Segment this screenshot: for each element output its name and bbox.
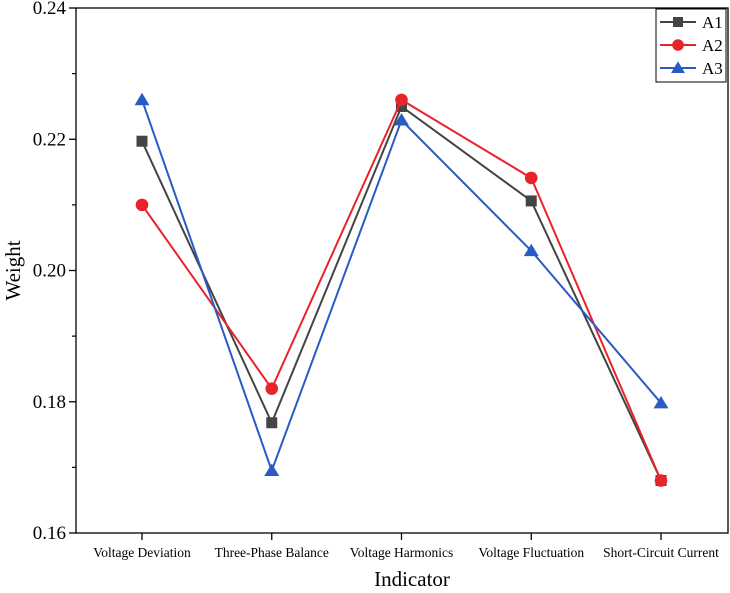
data-point-a2 — [265, 382, 279, 395]
x-tick-label: Voltage Harmonics — [350, 545, 454, 560]
data-point-a1 — [136, 135, 148, 147]
legend-marker-a2 — [672, 39, 684, 51]
x-tick-label: Short-Circuit Current — [603, 545, 719, 560]
data-point-a2 — [395, 93, 408, 107]
x-axis-label: Indicator — [374, 567, 450, 591]
data-point-a2 — [135, 198, 149, 212]
data-point-a3 — [523, 243, 539, 257]
data-point-a3 — [134, 92, 150, 106]
y-tick-label: 0.16 — [33, 523, 66, 544]
x-tick-label: Voltage Fluctuation — [478, 545, 584, 560]
series-line-a3 — [141, 99, 662, 474]
data-point-a2 — [654, 474, 668, 487]
data-point-a1 — [525, 195, 537, 207]
y-tick-label: 0.22 — [33, 129, 66, 150]
legend-label-a1: A1 — [702, 13, 723, 32]
legend-marker-a3 — [671, 61, 685, 73]
legend-label-a3: A3 — [702, 59, 723, 78]
y-tick-label: 0.20 — [33, 261, 66, 282]
data-point-a3 — [653, 395, 669, 409]
y-tick-label: 0.24 — [33, 0, 67, 19]
axes: 0.16 0.18 0.20 0.22 0.24 Voltage Deviation Thr… — [33, 0, 729, 560]
series-a3 — [134, 92, 669, 476]
y-axis-label: Weight — [1, 240, 25, 300]
legend-label-a2: A2 — [702, 36, 723, 55]
series-line-a2 — [141, 98, 662, 481]
series-layer — [134, 92, 669, 487]
x-tick-label: Three-Phase Balance — [215, 545, 329, 560]
plot-frame — [75, 7, 729, 534]
data-point-a3 — [264, 463, 280, 476]
x-tick-label: Voltage Deviation — [93, 545, 191, 560]
series-a2 — [135, 93, 668, 487]
data-point-a2 — [524, 171, 538, 185]
legend: A1 A2 A3 — [655, 8, 727, 83]
y-tick-label: 0.18 — [33, 392, 66, 413]
series-line-a1 — [141, 104, 662, 481]
series-a1 — [136, 100, 667, 486]
data-point-a1 — [396, 100, 407, 112]
data-point-a3 — [394, 113, 409, 126]
legend-marker-a1 — [673, 17, 683, 27]
data-point-a1 — [266, 417, 278, 429]
